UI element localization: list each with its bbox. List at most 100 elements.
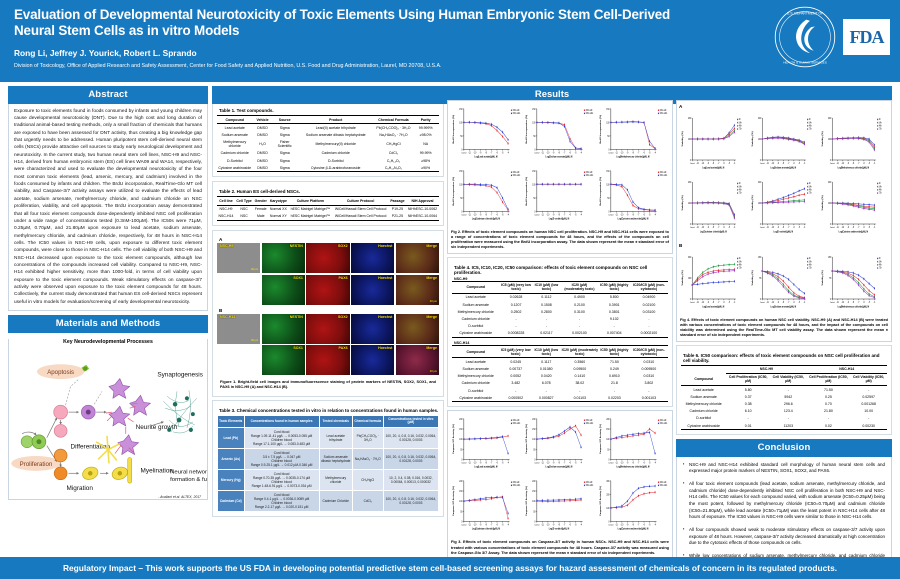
svg-text:-4: -4 [507, 525, 509, 527]
svg-text:NSC-H9: NSC-H9 [586, 110, 593, 112]
abstract-panel: Exposure to toxic elements found in food… [8, 103, 208, 312]
table1-caption: Table 1. Test compounds. [219, 108, 274, 113]
svg-text:Caspase-3/7 Activity (%): Caspase-3/7 Activity (%) [453, 424, 456, 454]
svg-text:24h: 24h [879, 122, 882, 124]
svg-text:NSC-H9: NSC-H9 [513, 172, 520, 174]
svg-text:BrdU Incorporation (%): BrdU Incorporation (%) [453, 177, 456, 206]
svg-text:-7: -7 [637, 525, 639, 527]
svg-text:-5: -5 [728, 163, 730, 165]
svg-text:-4: -4 [581, 214, 583, 216]
svg-text:-5: -5 [798, 163, 800, 165]
results-bar-spacer [447, 86, 673, 100]
svg-text:-7: -7 [637, 463, 639, 465]
svg-text:-10: -10 [772, 302, 775, 304]
svg-text:-8: -8 [783, 163, 785, 165]
table-row: NSC-H14 NSC Male Normal XY hESC Matrigel Mat… [217, 212, 439, 222]
micrograph-nestin: NESTIN [261, 243, 305, 274]
svg-text:-9: -9 [480, 463, 482, 465]
table1-wrapper: Table 1. Test compounds. Compound Vehicl… [212, 100, 444, 178]
svg-text:24h: 24h [879, 261, 882, 263]
svg-text:-11: -11 [541, 525, 544, 527]
svg-text:150: 150 [758, 257, 762, 259]
table6-ic50-comparison: NSC-H9 NSC-H14 Compound Cell Proliferati… [681, 364, 887, 431]
svg-text:-4: -4 [507, 214, 509, 216]
marker-label: SOX2 [338, 314, 348, 319]
svg-text:200: 200 [828, 182, 832, 184]
svg-text:-5: -5 [502, 463, 504, 465]
svg-text:NSC-H14: NSC-H14 [586, 423, 594, 425]
svg-text:-4: -4 [804, 227, 806, 229]
svg-text:-9: -9 [553, 525, 555, 527]
svg-text:NSC-H9: NSC-H9 [659, 172, 666, 174]
svg-text:Caspase-3/7 Activity (%): Caspase-3/7 Activity (%) [526, 486, 529, 516]
svg-text:Log[Cytosine arabinoside](µM),: Log[Cytosine arabinoside](µM), M [839, 230, 868, 234]
table-row: D-sorbitol - - - - - [468, 324, 650, 329]
svg-text:-7: -7 [564, 152, 566, 154]
marker-label: PAX6 [338, 346, 348, 351]
svg-text:Log[Lead acetate](µM), M: Log[Lead acetate](µM), M [474, 155, 497, 158]
chart-viab_h14_arsenate: 0 75 150 Control -11 -10 -9 -8 -7 -6 -5 -4 Log[Sodiu… [750, 252, 818, 314]
section-header-materials: Materials and Methods [8, 315, 208, 333]
svg-text:Viability (%): Viability (%) [751, 131, 753, 146]
svg-text:100: 100 [459, 122, 463, 124]
micrograph-brightfield: NSC-H9 40 µm [217, 243, 261, 274]
svg-text:-10: -10 [842, 227, 845, 229]
svg-text:200: 200 [758, 182, 762, 184]
svg-text:Control: Control [760, 162, 765, 166]
svg-text:Control: Control [535, 151, 541, 154]
conclusion-item: All four compounds showed weak to modera… [683, 526, 885, 547]
svg-text:Control: Control [608, 523, 614, 526]
svg-text:50: 50 [607, 198, 610, 200]
svg-text:-11: -11 [541, 152, 544, 154]
micrograph-row-4: SOX1 PAX6 Hoechst Merge 40 µm [217, 345, 440, 376]
th-compound: Compound [452, 344, 500, 359]
svg-text:Log[Methylmercury chloride](µM: Log[Methylmercury chloride](µM), M [616, 466, 649, 469]
svg-text:-7: -7 [858, 302, 860, 304]
column-tables-figures: Table 1. Test compounds. Compound Vehicl… [212, 86, 444, 518]
svg-text:-6: -6 [570, 152, 572, 154]
svg-text:Log[Sodium arsenate](µM), M: Log[Sodium arsenate](µM), M [771, 305, 797, 309]
svg-text:50: 50 [534, 136, 537, 138]
svg-text:0: 0 [461, 149, 463, 151]
svg-text:Caspase-3/7 Activity (%): Caspase-3/7 Activity (%) [599, 486, 602, 516]
micrograph-row-1: NSC-H9 40 µm NESTIN SOX2 Hoechst Merge [217, 243, 440, 274]
chart-prolif_arsenate: 0 50 100 150 Control -11 -10 -9 -8 -7 -6 -5 -4 Log[So… [524, 104, 595, 164]
svg-text:24h: 24h [809, 261, 812, 263]
svg-text:-8: -8 [558, 463, 560, 465]
column-results-right: A 0 100 200 Control -11 -10 -9 -8 -7 -6 -5 -4 Log[Le… [676, 86, 892, 579]
svg-text:Log[Methylmercury chloride](µM: Log[Methylmercury chloride](µM), M [616, 155, 649, 158]
svg-text:50: 50 [607, 450, 610, 452]
svg-text:-10: -10 [620, 214, 623, 216]
svg-text:-8: -8 [558, 152, 560, 154]
svg-text:Control: Control [760, 301, 765, 305]
svg-text:-5: -5 [868, 227, 870, 229]
svg-text:100: 100 [606, 508, 610, 510]
table6-header-row: Compound Cell Proliferation (IC50, µM) C… [681, 373, 887, 386]
scale-bar-label: 40 µm [429, 370, 438, 374]
svg-text:-6: -6 [793, 302, 795, 304]
svg-text:NSC-H9: NSC-H9 [586, 482, 593, 484]
figure4-panel-b-label: B [679, 243, 683, 248]
svg-text:-4: -4 [874, 163, 876, 165]
svg-text:Differentiation: Differentiation [71, 443, 111, 450]
svg-text:NSC-H14: NSC-H14 [586, 113, 594, 115]
svg-text:200: 200 [459, 481, 463, 483]
micrograph-pax6: PAX6 [306, 345, 350, 376]
table1-test-compounds: Compound Vehicle Source Product Chemical… [217, 114, 439, 173]
svg-text:NSC-H9: NSC-H9 [659, 420, 666, 422]
scale-bar-label: 40 µm [250, 338, 259, 342]
table-row: Lead acetate 0.0245 0.1117 0.3560 71.50 0.031… [465, 359, 655, 364]
svg-text:4h: 4h [739, 258, 742, 260]
chart-viab_h9_mehg: 0 100 200 Control -11 -10 -9 -8 -7 -6 -5 -4 Log[Meth… [820, 113, 888, 175]
svg-text:0: 0 [760, 299, 762, 301]
marker-label: SOX1 [293, 275, 303, 280]
svg-text:HEALTH & HUMAN SERVICES: HEALTH & HUMAN SERVICES [783, 61, 827, 65]
methods-figure-subtitle: Key Neurodevelopmental Processes [63, 338, 153, 345]
th-ic2010: IC20/IC5 (µM) (non-cytotoxic) [629, 280, 668, 294]
chart-prolif_lead: 0 50 100 150 Control -11 -10 -9 -8 -7 -6 -5 -4 Log[Le… [451, 104, 522, 164]
micrograph-merge: Merge 40 µm [395, 345, 440, 376]
th-ic5: IC5 (µM) (very low toxic) [499, 344, 532, 359]
svg-text:-9: -9 [847, 227, 849, 229]
svg-text:-10: -10 [474, 463, 477, 465]
svg-text:NSC-H14: NSC-H14 [586, 485, 594, 487]
